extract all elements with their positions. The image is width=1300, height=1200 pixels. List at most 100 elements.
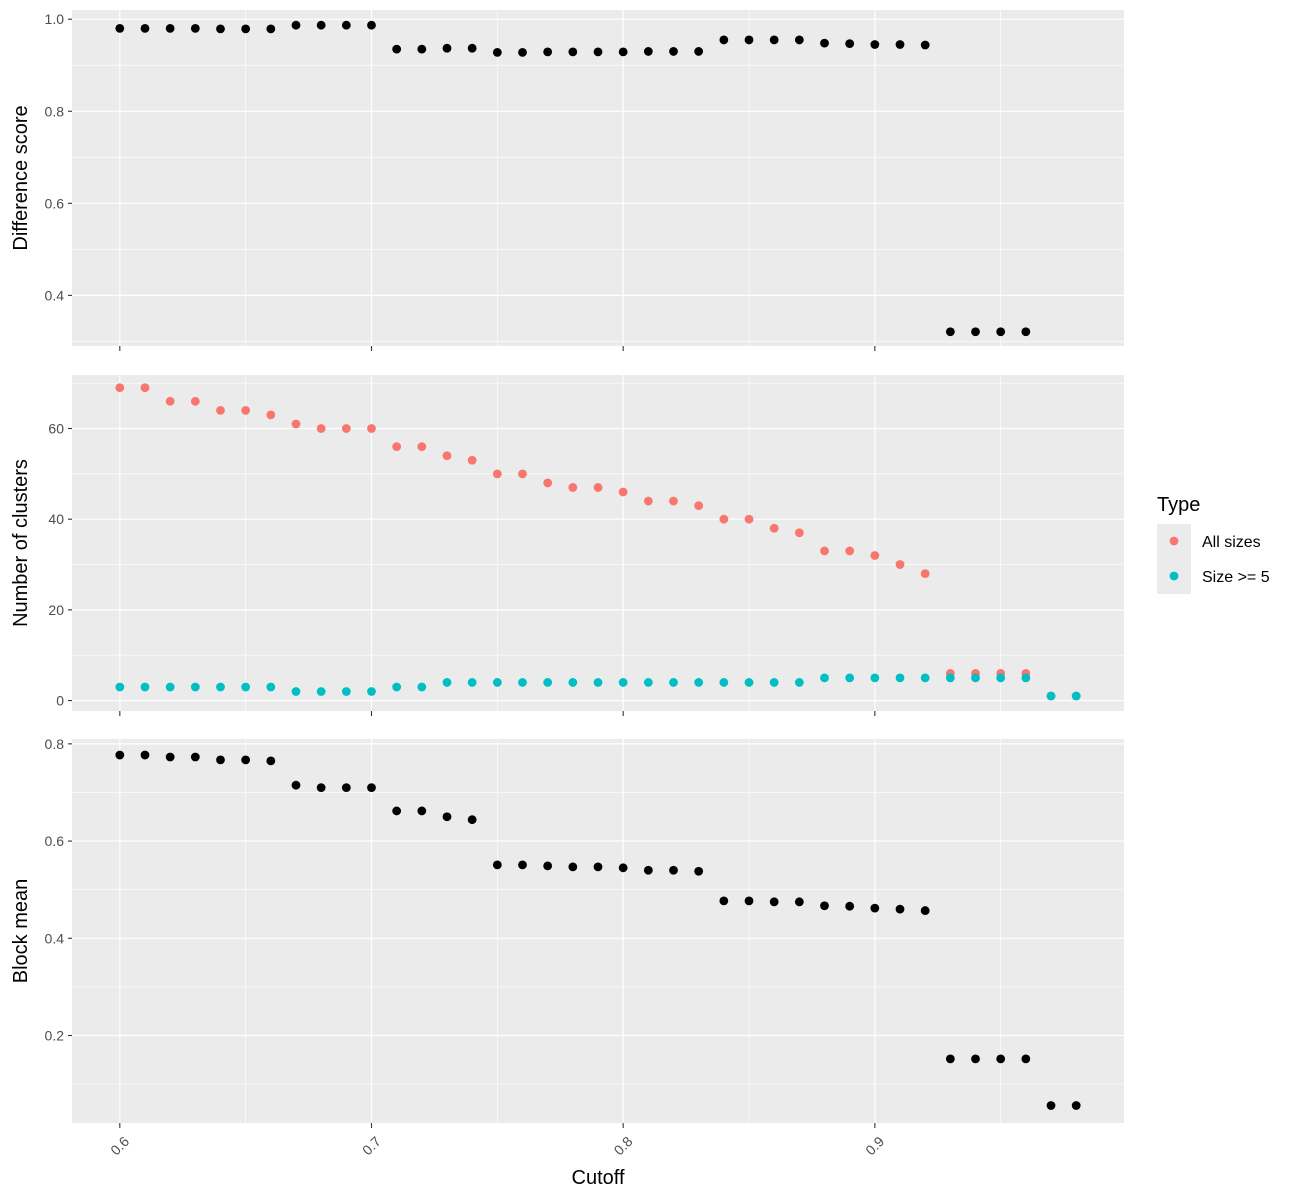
data-point xyxy=(669,678,678,687)
data-point xyxy=(241,405,251,415)
x-tick-label: 0.9 xyxy=(862,1133,887,1158)
data-point xyxy=(190,752,200,762)
y-axis-title: Number of clusters xyxy=(10,459,32,627)
data-point xyxy=(769,678,779,687)
data-point xyxy=(870,903,880,913)
data-point xyxy=(744,896,754,906)
data-point xyxy=(165,24,175,33)
legend-label-size-ge-5: Size >= 5 xyxy=(1202,569,1270,586)
data-point xyxy=(669,865,678,875)
data-point xyxy=(291,20,301,30)
data-point xyxy=(719,678,729,687)
data-point xyxy=(744,35,754,45)
data-point xyxy=(971,1054,980,1064)
data-point xyxy=(216,24,225,34)
y-tick-label: 0.4 xyxy=(45,930,65,946)
data-point xyxy=(694,866,704,876)
data-point xyxy=(367,687,376,696)
data-point xyxy=(945,327,955,337)
data-point xyxy=(820,546,829,556)
data-point xyxy=(492,47,502,57)
data-point xyxy=(140,383,150,393)
y-tick-label: 60 xyxy=(48,421,64,437)
data-point xyxy=(291,687,301,696)
data-point xyxy=(165,396,175,406)
legend-key-background xyxy=(1157,524,1191,594)
legend-key-all-sizes xyxy=(1169,536,1179,546)
data-point xyxy=(618,487,628,497)
data-point xyxy=(593,483,603,492)
data-point xyxy=(518,860,527,870)
data-point xyxy=(140,24,150,33)
data-point xyxy=(820,901,829,911)
data-point xyxy=(643,865,653,875)
data-point xyxy=(392,806,402,816)
data-point xyxy=(593,47,603,57)
data-point xyxy=(895,40,905,49)
data-point xyxy=(241,755,251,765)
data-point xyxy=(115,682,125,692)
data-point xyxy=(996,1054,1006,1064)
legend: Type All sizes Size >= 5 xyxy=(1157,494,1270,594)
data-point xyxy=(694,501,704,510)
data-point xyxy=(140,750,150,760)
data-point xyxy=(316,687,326,696)
data-point xyxy=(316,20,326,30)
legend-key-size-ge-5 xyxy=(1169,571,1179,581)
data-point xyxy=(920,569,930,579)
x-tick-label: 0.6 xyxy=(107,1133,132,1158)
data-point xyxy=(392,44,402,54)
data-point xyxy=(769,897,779,907)
data-point xyxy=(618,678,628,687)
data-point xyxy=(216,755,225,765)
data-point xyxy=(895,904,905,914)
data-point xyxy=(442,451,452,461)
panel-background xyxy=(72,375,1124,711)
data-point xyxy=(920,40,930,50)
data-point xyxy=(467,43,477,53)
data-point xyxy=(568,862,578,872)
y-tick-label: 0.6 xyxy=(45,195,65,211)
data-point xyxy=(996,327,1006,337)
data-point xyxy=(593,862,603,872)
data-point xyxy=(895,673,905,683)
data-point xyxy=(190,24,200,33)
data-point xyxy=(971,327,980,337)
data-point xyxy=(367,20,376,30)
panels: 0.4 0.6 0.8 1.0 Difference score 0 20 40 60 Numbe… xyxy=(10,10,1124,1128)
data-point xyxy=(367,783,376,793)
data-point xyxy=(316,783,326,793)
data-point xyxy=(467,815,477,825)
data-point xyxy=(543,478,553,488)
data-point xyxy=(341,687,351,696)
y-tick-label: 0.8 xyxy=(45,736,65,752)
data-point xyxy=(266,682,276,692)
data-point xyxy=(140,682,150,692)
y-axis-title: Block mean xyxy=(10,879,32,984)
y-tick-label: 1.0 xyxy=(45,11,65,27)
data-point xyxy=(442,812,452,822)
data-point xyxy=(392,682,402,692)
data-point xyxy=(971,673,980,683)
data-point xyxy=(115,750,125,760)
panel-1: 0.4 0.6 0.8 1.0 Difference score xyxy=(10,10,1124,351)
data-point xyxy=(492,469,502,479)
data-point xyxy=(769,523,779,533)
data-point xyxy=(895,560,905,569)
data-point xyxy=(341,783,351,793)
panel-3: 0.2 0.4 0.6 0.8 Block mean xyxy=(10,736,1124,1128)
data-point xyxy=(492,860,502,870)
data-point xyxy=(165,752,175,762)
data-point xyxy=(643,678,653,687)
data-point xyxy=(190,682,200,692)
data-point xyxy=(1021,1054,1031,1064)
data-point xyxy=(266,756,276,766)
data-point xyxy=(820,673,829,683)
data-point xyxy=(165,682,175,692)
data-point xyxy=(845,673,855,683)
y-axis-title: Difference score xyxy=(10,105,32,250)
legend-label-all-sizes: All sizes xyxy=(1202,534,1261,551)
data-point xyxy=(820,38,829,48)
data-point xyxy=(467,678,477,687)
x-tick-label: 0.8 xyxy=(611,1133,636,1158)
